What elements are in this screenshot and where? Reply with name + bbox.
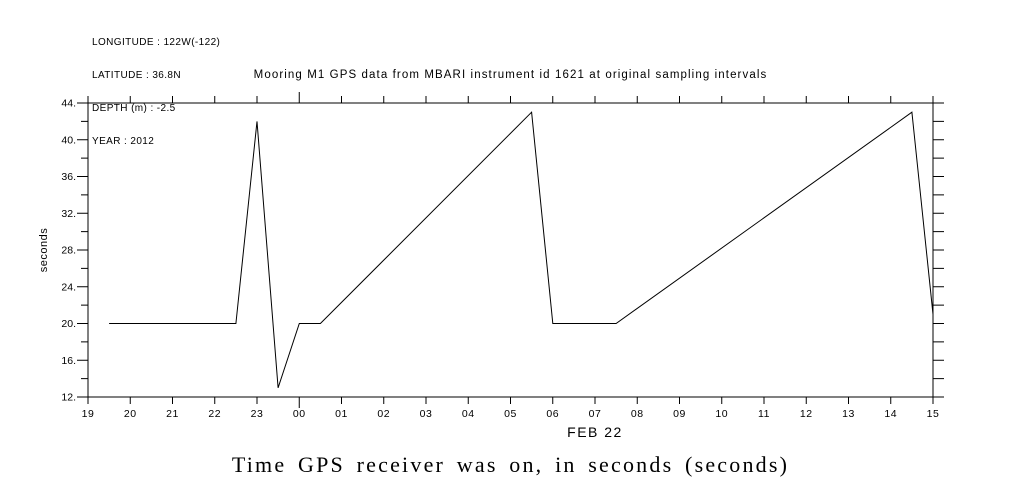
chart-title: Mooring M1 GPS data from MBARI instrumen… (253, 69, 768, 81)
chart-caption: Time GPS receiver was on, in seconds (se… (231, 452, 790, 477)
y-tick-label: 44. (61, 98, 76, 110)
x-tick-label: 09 (673, 408, 686, 420)
year-text: YEAR : 2012 (92, 136, 155, 147)
metadata-block: LONGITUDE : 122W(-122) LATITUDE : 36.8N … (92, 15, 220, 169)
x-tick-label: 19 (82, 408, 95, 420)
x-tick-label: 22 (208, 408, 221, 420)
gps-ontime-line (109, 111, 934, 388)
y-tick-label: 36. (61, 171, 76, 183)
y-tick-label: 40. (61, 134, 76, 146)
y-tick-label: 32. (61, 208, 76, 220)
x-tick-label: 02 (377, 408, 390, 420)
x-tick-label: 00 (293, 408, 306, 420)
x-tick-label: 20 (124, 408, 137, 420)
depth-text: DEPTH (m) : -2.5 (92, 103, 176, 114)
x-tick-label: 15 (927, 408, 940, 420)
x-tick-label: 21 (166, 408, 179, 420)
y-tick-label: 20. (61, 318, 76, 330)
x-tick-label: 10 (715, 408, 728, 420)
x-tick-label: 12 (800, 408, 813, 420)
x-tick-label: 11 (758, 408, 770, 420)
y-tick-label: 28. (61, 245, 76, 257)
date-label: FEB 22 (567, 424, 623, 440)
y-tick-label: 16. (61, 355, 76, 367)
x-tick-label: 13 (842, 408, 855, 420)
x-tick-label: 06 (546, 408, 559, 420)
y-tick-label: 12. (61, 392, 76, 404)
y-axis-title: seconds (38, 228, 50, 272)
x-tick-label: 08 (631, 408, 644, 420)
x-tick-label: 01 (335, 408, 348, 420)
longitude-text: LONGITUDE : 122W(-122) (92, 37, 221, 48)
x-tick-label: 23 (251, 408, 264, 420)
y-tick-label: 24. (61, 281, 76, 293)
latitude-text: LATITUDE : 36.8N (92, 70, 182, 81)
plot-border (87, 102, 934, 398)
x-tick-label: 03 (420, 408, 433, 420)
x-tick-label: 07 (589, 408, 602, 420)
x-tick-label: 14 (884, 408, 897, 420)
x-tick-label: 04 (462, 408, 475, 420)
x-tick-label: 05 (504, 408, 517, 420)
